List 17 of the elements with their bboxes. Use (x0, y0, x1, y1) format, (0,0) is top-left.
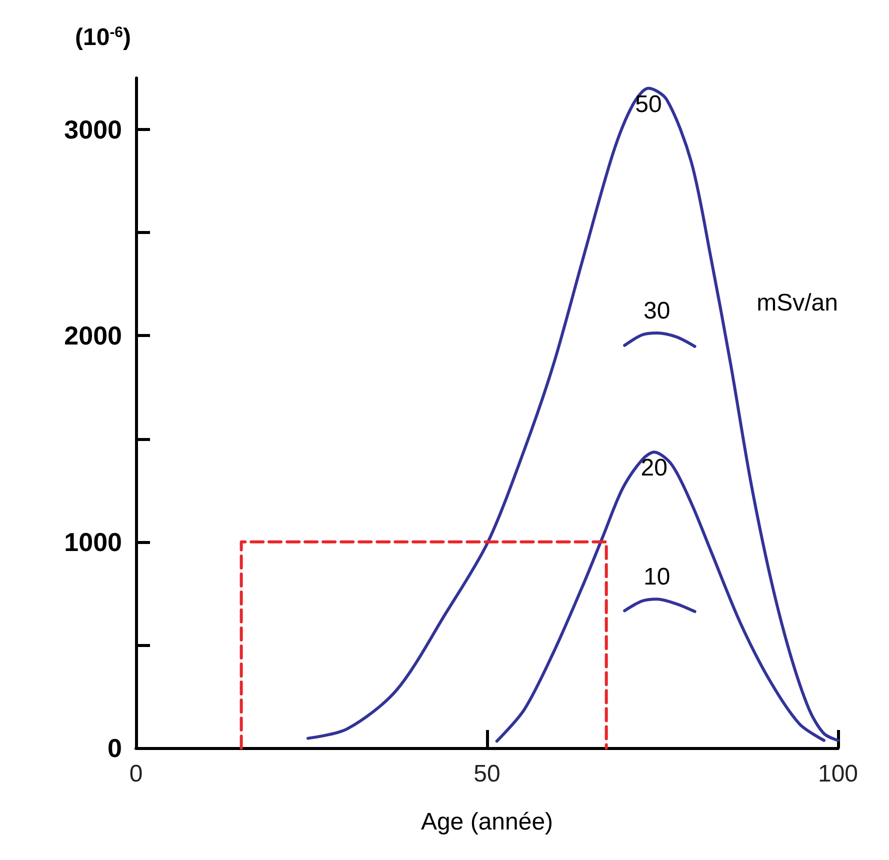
series-label: 10 (644, 564, 670, 591)
series-label: 50 (635, 90, 662, 118)
y-tick-label: 2000 (64, 320, 122, 351)
line-series (306, 86, 840, 742)
annotation: mSv/an (756, 290, 838, 316)
x-tick-label: 100 (818, 760, 858, 788)
line-series (495, 450, 826, 743)
line-series (623, 598, 696, 614)
y-tick-label: 0 (108, 733, 122, 763)
x-axis-title: Age (année) (420, 808, 554, 836)
line-series (623, 332, 696, 348)
x-tick-label: 50 (474, 760, 500, 788)
y-tick-label: 1000 (64, 526, 122, 557)
series-label: 30 (644, 298, 670, 325)
y-tick-label: 3000 (64, 114, 122, 145)
x-tick-label: 0 (129, 760, 143, 788)
series-label: 20 (640, 454, 668, 482)
